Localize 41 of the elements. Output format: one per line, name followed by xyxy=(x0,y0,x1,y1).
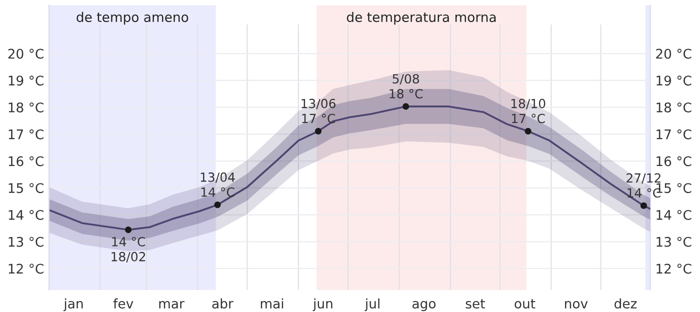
y2-tick-label: 19 °C xyxy=(656,76,692,86)
y2-tick-label: 17 °C xyxy=(656,129,692,140)
y-tick-label: 13 °C xyxy=(8,236,44,247)
point xyxy=(524,128,532,134)
band-label: de tempo ameno xyxy=(76,12,188,25)
x-tick-label: out xyxy=(514,299,536,309)
point xyxy=(640,202,647,209)
y-tick-label: 17 °C xyxy=(8,129,44,140)
y2-tick-label: 13 °C xyxy=(656,236,692,247)
x-tick-label: dez xyxy=(614,298,637,309)
y2-tick-label: 14 °C xyxy=(656,210,692,220)
annotation: 13/04 14 °C xyxy=(200,172,235,197)
y2-tick-label: 20 °C xyxy=(656,48,692,59)
y-tick-label: 16 °C xyxy=(8,156,44,166)
y2-tick-label: 16 °C xyxy=(656,156,692,166)
annotation: 14 °C 18/02 xyxy=(112,236,146,262)
annotation: 13/06 17 °C xyxy=(302,98,336,124)
y-tick-label: 12 °C xyxy=(8,264,44,274)
x-tick-label: jun xyxy=(312,298,332,312)
x-tick-label: mar xyxy=(159,300,184,309)
y-tick-label: 15 °C xyxy=(8,183,44,194)
x-tick-label: jan xyxy=(63,298,83,312)
point xyxy=(214,202,221,208)
x-tick-label: set xyxy=(466,299,485,309)
annotation: 18/10 17 °C xyxy=(511,98,546,124)
y-tick-label: 19 °C xyxy=(8,76,44,86)
x-tick-label: fev xyxy=(113,298,134,309)
y-tick-label: 18 °C xyxy=(8,102,44,112)
x-tick-label: ago xyxy=(412,300,436,312)
point xyxy=(314,128,322,134)
x-tick-label: nov xyxy=(565,300,588,309)
y2-tick-label: 12 °C xyxy=(656,264,692,274)
band-label: de temperatura morna xyxy=(346,12,496,25)
x-tick-label: jul xyxy=(364,298,380,312)
y2-tick-label: 18 °C xyxy=(656,102,692,112)
y-tick-label: 20 °C xyxy=(8,48,44,59)
annotation: 5/08 18 °C xyxy=(390,74,423,98)
x-tick-label: abr xyxy=(212,298,234,309)
x-tick-label: mai xyxy=(260,298,284,309)
y-tick-label: 14 °C xyxy=(8,210,44,220)
point xyxy=(402,103,410,110)
